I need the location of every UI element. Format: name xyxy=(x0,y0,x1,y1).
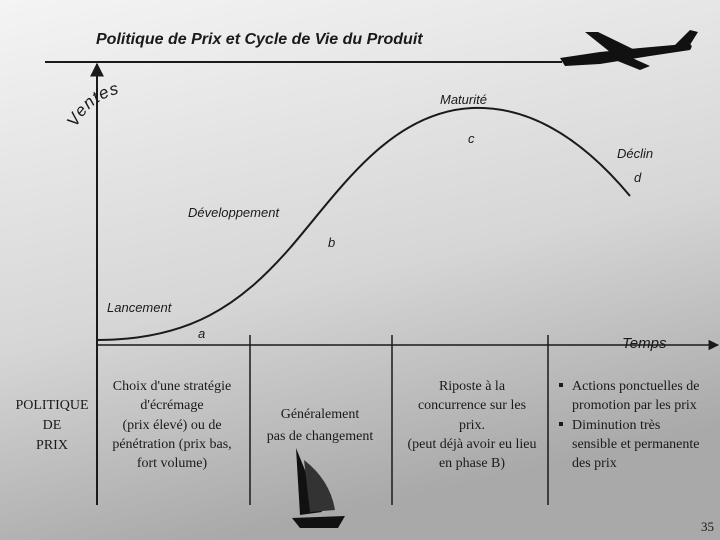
bullet xyxy=(559,422,563,426)
text-line: concurrence sur les xyxy=(418,398,526,413)
text-line: Généralement xyxy=(281,407,360,422)
text-line: d'écrémage xyxy=(140,398,203,413)
phase-name: Déclin xyxy=(617,146,653,161)
phase-letter: a xyxy=(198,326,205,341)
lifecycle-curve xyxy=(96,106,631,341)
page-number: 35 xyxy=(701,519,714,534)
row-label-line: POLITIQUE xyxy=(15,398,88,413)
text-line: Diminution très xyxy=(572,418,660,433)
phase-letter: c xyxy=(468,131,475,146)
text-line: Choix d'une stratégie xyxy=(113,379,231,394)
text-line: en phase B) xyxy=(439,456,505,471)
bullet xyxy=(559,383,563,387)
text-line: fort volume) xyxy=(137,456,208,471)
column-text: Riposte à la concurrence sur les prix. (… xyxy=(407,379,536,471)
text-line: prix. xyxy=(459,418,485,433)
airplane-icon xyxy=(560,30,698,70)
column-text: Généralement pas de changement xyxy=(267,407,374,444)
phase-name: Lancement xyxy=(107,300,173,315)
row-label: POLITIQUE DE PRIX xyxy=(15,398,88,453)
text-line: pénétration (prix bas, xyxy=(112,437,231,452)
row-label-line: DE xyxy=(43,418,62,433)
text-line: Actions ponctuelles de xyxy=(572,379,700,394)
text-line: (prix élevé) ou de xyxy=(122,418,221,433)
text-line: promotion par les prix xyxy=(572,398,697,413)
text-line: pas de changement xyxy=(267,429,374,444)
text-line: Riposte à la xyxy=(439,379,506,394)
phase-letter: b xyxy=(328,235,335,250)
phase-name: Développement xyxy=(188,205,280,220)
text-line: sensible et permanente xyxy=(572,437,700,452)
title: Politique de Prix et Cycle de Vie du Pro… xyxy=(96,31,423,48)
phase-letter: d xyxy=(634,170,642,185)
column-text: Actions ponctuelles de promotion par les… xyxy=(559,379,700,471)
row-label-line: PRIX xyxy=(36,438,68,453)
sailboat-icon xyxy=(292,448,345,528)
phase-name: Maturité xyxy=(440,92,487,107)
x-axis-label: Temps xyxy=(622,335,667,352)
column-text: Choix d'une stratégie d'écrémage (prix é… xyxy=(112,379,231,471)
text-line: des prix xyxy=(572,456,617,471)
text-line: (peut déjà avoir eu lieu xyxy=(407,437,536,452)
